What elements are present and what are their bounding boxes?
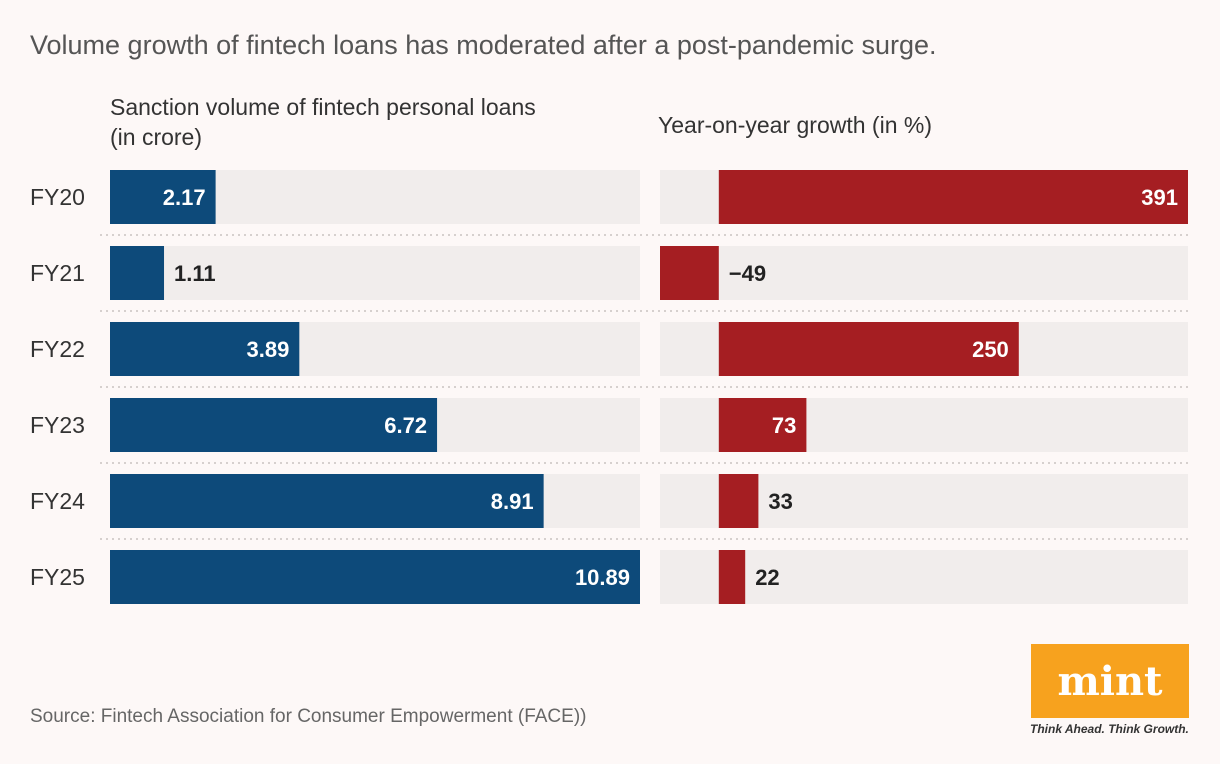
volume-label: 10.89 (575, 565, 630, 590)
growth-bar (718, 322, 1019, 376)
category-label: FY22 (30, 336, 85, 362)
volume-bar (110, 474, 544, 528)
category-label: FY23 (30, 412, 85, 438)
mint-logo: mint (1031, 644, 1189, 718)
category-label: FY20 (30, 184, 85, 210)
volume-label: 6.72 (384, 413, 427, 438)
category-label: FY24 (30, 488, 85, 514)
growth-label: 73 (772, 413, 796, 438)
volume-label: 2.17 (163, 185, 206, 210)
volume-bar (110, 550, 640, 604)
right-track (660, 246, 1188, 300)
volume-bar (110, 246, 165, 300)
growth-bar (718, 398, 807, 452)
volume-bar (110, 322, 300, 376)
chart-title: Volume growth of fintech loans has moder… (30, 30, 937, 60)
left-track (110, 246, 640, 300)
growth-label: 33 (768, 489, 792, 514)
volume-bar (110, 170, 216, 224)
growth-label: 250 (972, 337, 1009, 362)
category-label: FY25 (30, 564, 85, 590)
volume-label: 3.89 (246, 337, 289, 362)
logo-text: mint (1057, 657, 1163, 705)
growth-label: 22 (755, 565, 779, 590)
volume-bar (110, 398, 438, 452)
growth-bar (718, 170, 1188, 224)
growth-label: 391 (1141, 185, 1178, 210)
growth-bar (660, 246, 719, 300)
category-label: FY21 (30, 260, 85, 286)
growth-label: −49 (729, 261, 766, 286)
logo-tagline: Think Ahead. Think Growth. (1030, 722, 1189, 736)
right-track (660, 550, 1188, 604)
source-note: Source: Fintech Association for Consumer… (30, 706, 587, 727)
growth-bar (718, 550, 746, 604)
left-title-line1: Sanction volume of fintech personal loan… (110, 94, 536, 120)
left-title-line2: (in crore) (110, 124, 203, 150)
growth-bar (718, 474, 759, 528)
left-chart-title: Sanction volume of fintech personal loan… (110, 92, 536, 152)
volume-label: 8.91 (491, 489, 534, 514)
volume-label: 1.11 (174, 261, 216, 286)
right-chart-title: Year-on-year growth (in %) (658, 112, 932, 138)
